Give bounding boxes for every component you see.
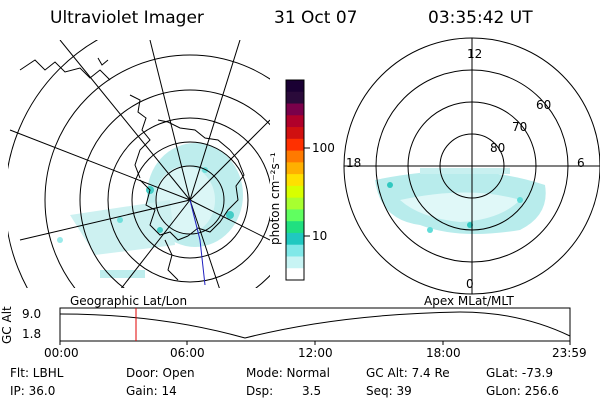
mlat-label-60: 60 (536, 98, 552, 112)
info-seq: Seq: 39 (366, 384, 412, 398)
geographic-map (8, 40, 270, 288)
time-tick-1200: 12:00 (298, 346, 333, 360)
intensity-colorbar (285, 79, 310, 281)
colorbar-band (286, 80, 304, 93)
colorbar-band (286, 138, 304, 152)
mlt-label-0: 0 (466, 277, 474, 291)
time-tick-0000: 00:00 (44, 346, 79, 360)
magnetic-polar-plot (343, 37, 600, 295)
mlat-label-70: 70 (512, 120, 528, 134)
mlt-label-6: 6 (577, 156, 585, 170)
info-glat: GLat: -73.9 (486, 366, 553, 380)
colorbar-band (286, 232, 304, 246)
polar-panel-label: Apex MLat/MLT (424, 294, 514, 308)
colorbar-band (286, 256, 304, 269)
altitude-plot (59, 307, 571, 345)
colorbar-band (286, 244, 304, 257)
colorbar-tick-10: 10 (312, 229, 328, 243)
colorbar-band (286, 221, 304, 234)
instrument-title: Ultraviolet Imager (50, 8, 204, 28)
info-gain: Gain: 14 (126, 384, 177, 398)
time-tick-0600: 06:00 (170, 346, 205, 360)
time-label: 03:35:42 UT (428, 8, 533, 28)
colorbar-band (286, 162, 304, 175)
colorbar-band (286, 209, 304, 222)
colorbar-unit-label: photon cm⁻²s⁻¹ (268, 152, 282, 245)
info-mode: Mode: Normal (246, 366, 330, 380)
geo-aurora-emission (57, 143, 243, 278)
colorbar-tick-100: 100 (312, 141, 335, 155)
altitude-ytick-high: 9.0 (22, 307, 42, 321)
colorbar-band (286, 150, 304, 163)
info-ip: IP: 36.0 (10, 384, 56, 398)
colorbar-band (286, 103, 304, 116)
altitude-curve (59, 311, 571, 339)
geo-coastlines (19, 57, 245, 281)
geo-panel-label: Geographic Lat/Lon (70, 294, 188, 308)
colorbar-band (286, 185, 304, 199)
colorbar-band (286, 197, 304, 210)
date-label: 31 Oct 07 (274, 8, 358, 28)
info-glon: GLon: 256.6 (486, 384, 559, 398)
info-dsp-value: 3.5 (302, 384, 322, 398)
polar-aurora-oval (375, 168, 546, 234)
info-door: Door: Open (126, 366, 195, 380)
mlt-label-18: 18 (346, 156, 362, 170)
colorbar-band (286, 127, 304, 140)
altitude-ylabel: GC Alt (0, 306, 14, 344)
mlat-label-80: 80 (490, 141, 506, 155)
info-dsp-label: Dsp: (246, 384, 274, 398)
info-gc-alt: GC Alt: 7.4 Re (366, 366, 450, 380)
colorbar-band (286, 91, 304, 105)
colorbar-band (286, 174, 304, 187)
time-tick-1800: 18:00 (426, 346, 461, 360)
colorbar-band (286, 115, 304, 128)
mlt-label-12: 12 (467, 47, 483, 61)
geo-meridians (9, 40, 270, 288)
info-filter: Flt: LBHL (10, 366, 64, 380)
colorbar-band (286, 268, 304, 281)
altitude-ytick-low: 1.8 (22, 327, 42, 341)
orbit-ground-track (189, 199, 206, 286)
time-tick-2359: 23:59 (552, 346, 587, 360)
